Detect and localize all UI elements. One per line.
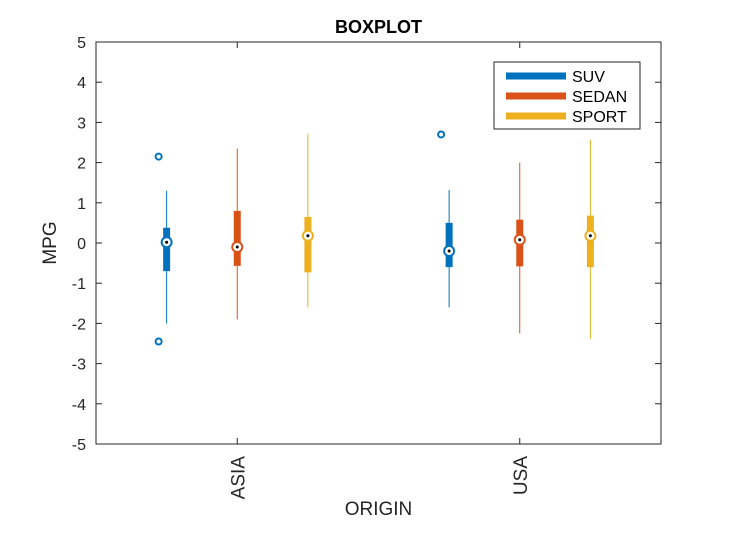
y-tick-label: 3	[77, 115, 86, 132]
y-tick-label: 2	[77, 156, 86, 173]
box-sedan-usa	[513, 162, 526, 334]
box-suv-asia	[154, 152, 173, 346]
legend-label-suv: SUV	[572, 69, 605, 86]
legend: SUV SEDAN SPORT	[493, 61, 641, 130]
y-tick-label: -3	[72, 357, 86, 374]
legend-label-sport: SPORT	[572, 109, 627, 126]
median-dot	[235, 245, 239, 249]
y-axis: -5 -4 -3 -2 -1 0 1 2 3 4 5	[72, 35, 661, 454]
x-tick-label: ASIA	[228, 456, 249, 500]
chart-title: BOXPLOT	[335, 17, 422, 37]
box-sport-asia	[301, 133, 314, 308]
outlier-point	[154, 152, 163, 161]
legend-label-sedan: SEDAN	[572, 89, 627, 106]
box-groups	[154, 130, 597, 346]
x-axis: ASIA USA	[228, 42, 532, 499]
plot-frame	[95, 41, 662, 445]
y-tick-label: -4	[72, 397, 86, 414]
box-suv-usa	[437, 130, 456, 308]
median-dot	[165, 240, 169, 244]
y-tick-label: -2	[72, 316, 86, 333]
y-tick-label: 4	[77, 75, 86, 92]
box-sedan-asia	[231, 148, 244, 320]
outlier-point	[154, 337, 163, 346]
y-tick-label: 5	[77, 35, 86, 52]
median-dot	[447, 249, 451, 253]
y-tick-label: -5	[72, 437, 86, 454]
y-tick-label: -1	[72, 276, 86, 293]
x-tick-label: USA	[511, 456, 532, 495]
median-dot	[306, 234, 310, 238]
x-axis-label: ORIGIN	[345, 499, 413, 520]
box-sport-usa	[584, 139, 597, 339]
median-dot	[588, 234, 592, 238]
y-tick-label: 0	[77, 236, 86, 253]
y-axis-label: MPG	[40, 221, 61, 264]
median-dot	[518, 238, 522, 242]
y-tick-label: 1	[77, 196, 86, 213]
outlier-point	[437, 130, 446, 139]
